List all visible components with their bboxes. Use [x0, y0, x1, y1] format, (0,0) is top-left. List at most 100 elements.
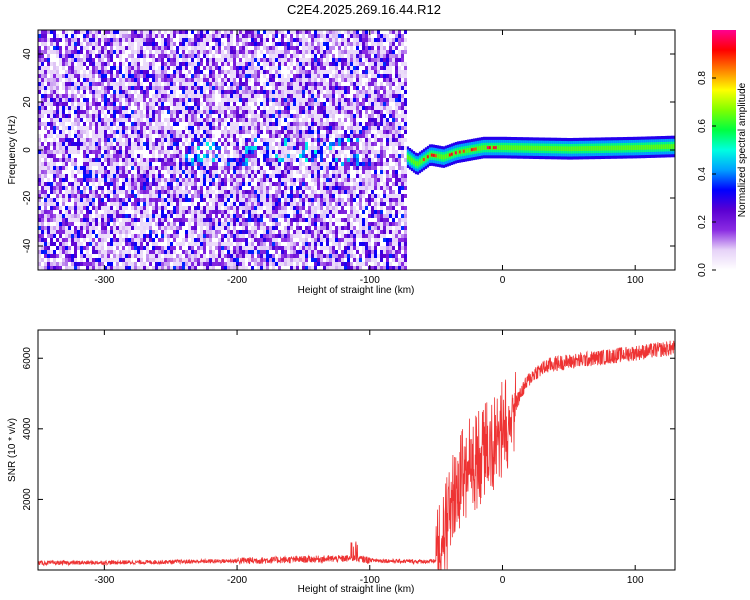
spectrogram-cell [287, 258, 290, 262]
spectrogram-cell [245, 238, 248, 242]
spectrogram-cell [137, 234, 140, 238]
spectrogram-cell [143, 98, 146, 102]
spectrogram-cell [215, 118, 218, 122]
spectrogram-cell [308, 94, 311, 98]
spectrogram-cell [287, 254, 290, 258]
spectrogram-cell [125, 174, 128, 178]
spectrogram-cell [227, 210, 230, 214]
spectrogram-cell [146, 226, 149, 230]
spectrogram-cell [65, 94, 68, 98]
spectrogram-cell [221, 62, 224, 66]
spectrogram-cell [92, 118, 95, 122]
spectrogram-cell [320, 30, 323, 34]
spectrogram-cell [287, 106, 290, 110]
spectrogram-cell [152, 82, 155, 86]
spectrogram-cell [311, 186, 314, 190]
spectrogram-cell [71, 262, 74, 266]
spectrogram-cell [137, 70, 140, 74]
spectrogram-cell [275, 162, 278, 166]
spectrogram-cell [74, 30, 77, 34]
spectrogram-cell [311, 126, 314, 130]
spectrogram-cell [206, 42, 209, 46]
spectrogram-cell [263, 42, 266, 46]
spectrogram-cell [206, 102, 209, 106]
spectrogram-cell [227, 86, 230, 90]
spectrogram-cell [173, 190, 176, 194]
spectrogram-cell [245, 82, 248, 86]
spectrogram-cell [86, 86, 89, 90]
spectrogram-cell [197, 62, 200, 66]
spectrogram-cell [299, 98, 302, 102]
spectrogram-cell [116, 166, 119, 170]
spectrogram-cell [86, 30, 89, 34]
spectrogram-cell [98, 238, 101, 242]
spectrogram-cell [71, 218, 74, 222]
spectrogram-cell [293, 194, 296, 198]
spectrogram-cell [227, 78, 230, 82]
spectrogram-cell [80, 202, 83, 206]
spectrogram-cell [116, 242, 119, 246]
spectrogram-cell [200, 206, 203, 210]
spectrogram-cell [218, 34, 221, 38]
spectrogram-cell [134, 122, 137, 126]
spectrogram-cell [104, 214, 107, 218]
spectrogram-cell [92, 86, 95, 90]
spectrogram-cell [323, 222, 326, 226]
spectrogram-cell [182, 58, 185, 62]
spectrogram-cell [164, 254, 167, 258]
spectrogram-cell [80, 246, 83, 250]
spectrogram-cell [284, 250, 287, 254]
spectrogram-cell [77, 106, 80, 110]
spectrogram-cell [233, 62, 236, 66]
spectrogram-cell [248, 166, 251, 170]
spectrogram-cell [287, 78, 290, 82]
spectrogram-cell [194, 222, 197, 226]
spectrogram-cell [296, 42, 299, 46]
spectrogram-cell [170, 114, 173, 118]
spectrogram-cell [167, 166, 170, 170]
spectrogram-cell [65, 210, 68, 214]
spectrogram-cell [182, 242, 185, 246]
spectrogram-cell [164, 38, 167, 42]
spectrogram-cell [191, 158, 194, 162]
spectrogram-cell [59, 98, 62, 102]
spectrogram-cell [236, 214, 239, 218]
spectrogram-cell [182, 134, 185, 138]
spectrogram-cell [224, 34, 227, 38]
spectrogram-cell [152, 158, 155, 162]
spectrogram-cell [254, 90, 257, 94]
spectrogram-cell [323, 194, 326, 198]
spectrogram-cell [236, 198, 239, 202]
spectrogram-cell [284, 186, 287, 190]
spectrogram-cell [107, 162, 110, 166]
spectrogram-cell [335, 158, 338, 162]
spectrogram-cell [83, 202, 86, 206]
spectrogram-cell [299, 130, 302, 134]
spectrogram-cell [128, 170, 131, 174]
spectrogram-cell [296, 230, 299, 234]
spectrogram-cell [197, 238, 200, 242]
spectrogram-cell [197, 222, 200, 226]
spectrogram-cell [299, 50, 302, 54]
spectrogram-cell [38, 190, 41, 194]
spectrogram-cell [257, 118, 260, 122]
spectrogram-cell [245, 58, 248, 62]
spectrogram-cell [50, 86, 53, 90]
spectrogram-cell [173, 178, 176, 182]
spectrogram-cell [185, 90, 188, 94]
spectrogram-cell [101, 242, 104, 246]
spectrogram-cell [221, 82, 224, 86]
spectrogram-cell [242, 190, 245, 194]
spectrogram-cell [98, 198, 101, 202]
spectrogram-cell [167, 62, 170, 66]
spectrogram-cell [56, 74, 59, 78]
spectrogram-cell [86, 242, 89, 246]
spectrogram-cell [164, 166, 167, 170]
spectrogram-cell [80, 62, 83, 66]
spectrogram-cell [335, 266, 338, 270]
spectrogram-cell [317, 38, 320, 42]
spectrogram-cell [239, 242, 242, 246]
spectrogram-cell [215, 222, 218, 226]
spectrogram-cell [281, 94, 284, 98]
spectrogram-cell [149, 234, 152, 238]
